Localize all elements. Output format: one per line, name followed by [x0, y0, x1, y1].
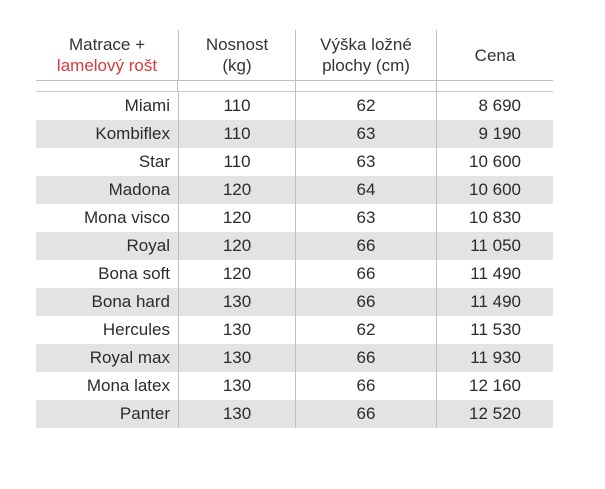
- cell-price: 10 600: [436, 148, 553, 176]
- cell-mattress: Kombiflex: [95, 124, 170, 143]
- cell-load: 120: [178, 232, 295, 260]
- cell-height: 66: [295, 372, 436, 400]
- header-price: Cena: [436, 30, 553, 80]
- cell-price: 10 830: [436, 204, 553, 232]
- cell-price: 11 490: [436, 260, 553, 288]
- header-price-label: Cena: [474, 45, 516, 65]
- cell-price: 12 520: [436, 400, 553, 428]
- cell-load: 130: [178, 400, 295, 428]
- header-height-line2: plochy (cm): [322, 56, 410, 75]
- table-row: Hercules 130 62 11 530: [36, 316, 553, 344]
- table-row: Panter 130 66 12 520: [36, 400, 553, 428]
- cell-price: 11 050: [436, 232, 553, 260]
- price-table: Matrace + lamelový rošt Nosnost (kg) Výš…: [36, 30, 553, 428]
- table-row: Royal max 130 66 11 930: [36, 344, 553, 372]
- table-row: Mona visco 120 63 10 830: [36, 204, 553, 232]
- cell-mattress: Madona: [108, 180, 170, 199]
- cell-load: 120: [178, 204, 295, 232]
- cell-price: 11 490: [436, 288, 553, 316]
- cell-mattress: Royal: [126, 236, 170, 255]
- cell-load: 110: [178, 92, 295, 120]
- cell-load: 120: [178, 176, 295, 204]
- cell-mattress: Bona hard: [91, 292, 170, 311]
- cell-price: 8 690: [436, 92, 553, 120]
- cell-load: 130: [178, 344, 295, 372]
- cell-price: 10 600: [436, 176, 553, 204]
- header-mattress-line1: Matrace +: [68, 35, 146, 54]
- cell-height: 66: [295, 260, 436, 288]
- header-height-line1: Výška ložné: [320, 35, 412, 54]
- cell-height: 63: [295, 120, 436, 148]
- cell-mattress: Miami: [124, 96, 170, 115]
- cell-load: 110: [178, 120, 295, 148]
- table-row: Madona 120 64 10 600: [36, 176, 553, 204]
- header-height: Výška ložné plochy (cm): [295, 30, 436, 80]
- cell-height: 66: [295, 400, 436, 428]
- cell-load: 110: [178, 148, 295, 176]
- cell-height: 62: [295, 316, 436, 344]
- table-row: Miami 110 62 8 690: [36, 92, 553, 120]
- cell-load: 130: [178, 316, 295, 344]
- cell-mattress: Mona visco: [84, 208, 170, 227]
- cell-load: 130: [178, 372, 295, 400]
- table-row: Royal 120 66 11 050: [36, 232, 553, 260]
- header-load-line1: Nosnost: [205, 35, 269, 54]
- cell-price: 11 930: [436, 344, 553, 372]
- table-row: Mona latex 130 66 12 160: [36, 372, 553, 400]
- header-load: Nosnost (kg): [178, 30, 295, 80]
- cell-height: 66: [295, 232, 436, 260]
- cell-mattress: Hercules: [102, 320, 170, 339]
- cell-load: 130: [178, 288, 295, 316]
- cell-mattress: Royal max: [89, 348, 170, 367]
- header-load-line2: (kg): [222, 56, 252, 75]
- table-row: Bona soft 120 66 11 490: [36, 260, 553, 288]
- table-row: Star 110 63 10 600: [36, 148, 553, 176]
- cell-mattress: Star: [138, 152, 170, 171]
- cell-height: 66: [295, 288, 436, 316]
- header-mattress: Matrace + lamelový rošt: [36, 30, 178, 80]
- cell-height: 64: [295, 176, 436, 204]
- cell-height: 63: [295, 148, 436, 176]
- table-row: Kombiflex 110 63 9 190: [36, 120, 553, 148]
- header-mattress-line2: lamelový rošt: [56, 56, 158, 75]
- cell-price: 11 530: [436, 316, 553, 344]
- cell-mattress: Mona latex: [86, 376, 170, 395]
- cell-height: 62: [295, 92, 436, 120]
- header-spacer: [36, 81, 553, 92]
- cell-load: 120: [178, 260, 295, 288]
- cell-height: 66: [295, 344, 436, 372]
- table-row: Bona hard 130 66 11 490: [36, 288, 553, 316]
- cell-price: 12 160: [436, 372, 553, 400]
- cell-mattress: Bona soft: [98, 264, 170, 283]
- cell-height: 63: [295, 204, 436, 232]
- table-header: Matrace + lamelový rošt Nosnost (kg) Výš…: [36, 30, 553, 81]
- cell-mattress: Panter: [119, 404, 170, 423]
- cell-price: 9 190: [436, 120, 553, 148]
- table-body: Miami 110 62 8 690 Kombiflex 110 63 9 190 Star 11…: [36, 92, 553, 428]
